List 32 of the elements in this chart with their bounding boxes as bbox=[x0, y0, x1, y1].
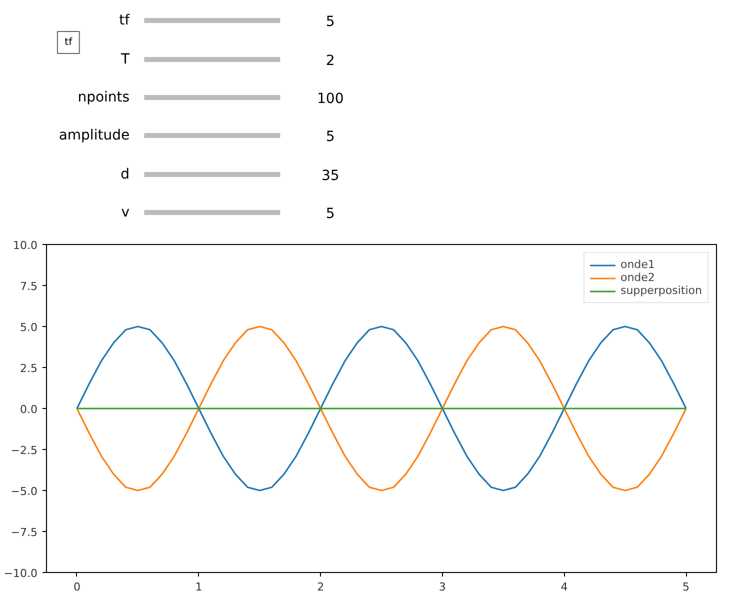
x-tick-label: 5 bbox=[682, 580, 690, 594]
text: T bbox=[120, 52, 130, 68]
y-tick-label: 2.5 bbox=[20, 362, 38, 375]
x-tick-label: 1 bbox=[195, 580, 202, 594]
text: 5 bbox=[326, 14, 335, 30]
legend-label: onde2 bbox=[620, 271, 655, 284]
text: 35 bbox=[321, 168, 340, 184]
line-series bbox=[76, 326, 687, 492]
text: 100 bbox=[317, 91, 344, 107]
y-tick-label: −7.5 bbox=[10, 526, 38, 539]
text: v bbox=[121, 204, 130, 220]
text: tf bbox=[119, 12, 131, 28]
legend-label: onde1 bbox=[620, 258, 655, 271]
y-tick-label: −5.0 bbox=[10, 485, 38, 498]
y-tick-label: −10.0 bbox=[4, 567, 38, 580]
y-tick-label: 0.0 bbox=[20, 403, 38, 416]
y-tick-label: 7.5 bbox=[20, 280, 38, 293]
y-tick-label: 5.0 bbox=[20, 321, 38, 334]
text: 5 bbox=[326, 129, 335, 145]
text: 2 bbox=[326, 53, 335, 69]
y-tick-label: −2.5 bbox=[10, 444, 38, 457]
text: d bbox=[120, 166, 130, 182]
x-tick-label: 4 bbox=[560, 580, 568, 594]
x-tick-label: 2 bbox=[317, 580, 324, 594]
x-tick-label: 3 bbox=[438, 580, 446, 594]
text: tf bbox=[64, 37, 73, 48]
y-tick-label: 10.0 bbox=[13, 239, 38, 252]
text: 5 bbox=[326, 206, 335, 222]
text: amplitude bbox=[58, 128, 130, 144]
x-tick-label: 0 bbox=[73, 580, 80, 594]
text: npoints bbox=[78, 90, 130, 106]
legend-label: supperposition bbox=[620, 284, 702, 297]
